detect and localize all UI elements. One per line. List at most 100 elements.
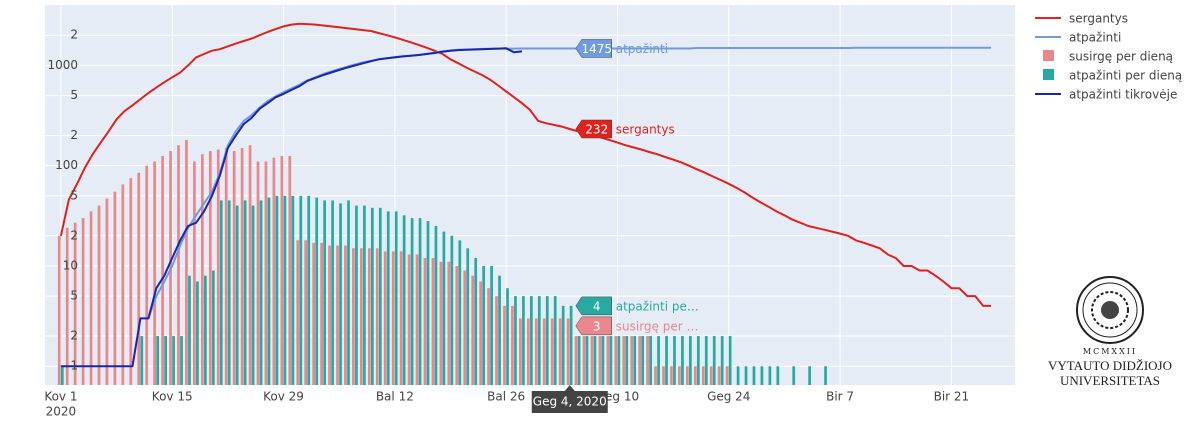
bar (243, 200, 247, 385)
bar (193, 161, 196, 385)
bar (180, 336, 183, 385)
bar (768, 366, 772, 385)
legend-label: atpažinti tikrovėje (1069, 88, 1177, 102)
bar (113, 191, 117, 385)
hover-name: sergantys (616, 123, 675, 137)
bar (458, 240, 462, 385)
bar (383, 251, 387, 385)
bar (728, 336, 732, 385)
y-tick-label: 2 (70, 128, 78, 142)
bar (275, 195, 279, 385)
hover-value: 4 (593, 299, 601, 313)
bar (545, 296, 549, 385)
bar (471, 275, 475, 385)
bar (514, 296, 517, 385)
bar (439, 261, 443, 385)
bar (121, 184, 125, 385)
bar (725, 366, 729, 385)
bar (248, 145, 252, 385)
bar (299, 195, 303, 385)
y-tick-label: 2 (70, 28, 78, 42)
bar (57, 235, 61, 385)
y-tick-label: 100 (55, 158, 78, 172)
bar (625, 336, 629, 385)
bar (360, 248, 363, 385)
bar (479, 281, 482, 385)
bar (264, 161, 268, 385)
bar (561, 305, 565, 385)
bar (522, 296, 525, 385)
bar (140, 336, 144, 385)
bar (550, 318, 554, 385)
bar (673, 336, 676, 385)
hover-box (575, 39, 613, 58)
logo-line: VYTAUTO DIDŽIOJO (1048, 358, 1172, 373)
bar (534, 318, 538, 385)
line (59, 22, 992, 307)
bar (590, 336, 594, 385)
hover-box (575, 119, 613, 139)
bar (693, 366, 697, 385)
hover-name: atpažinti pe… (616, 299, 699, 313)
bar (378, 207, 382, 385)
legend-label: atpažinti per dieną (1069, 69, 1182, 83)
bar (105, 198, 109, 385)
bar (498, 275, 501, 385)
x-tick-label: Bal 26 (487, 390, 525, 404)
bar (641, 336, 645, 385)
bar (609, 336, 613, 385)
bar (291, 195, 295, 385)
bar (320, 242, 323, 385)
x-tick-label: Geg 24 (707, 390, 750, 404)
legend-label: susirgę per dieną (1069, 50, 1173, 64)
bar (204, 275, 207, 385)
bar (200, 154, 204, 385)
bar (370, 207, 374, 385)
y-tick-label: 5 (70, 88, 78, 102)
bar (89, 211, 93, 385)
y-tick-label: 5 (70, 188, 78, 202)
bar (323, 200, 326, 385)
bar (606, 336, 610, 385)
bar (153, 161, 157, 385)
bar (145, 165, 149, 385)
bar (156, 336, 160, 385)
bar (172, 336, 175, 385)
bar (717, 366, 721, 385)
bar (511, 305, 514, 385)
bar (415, 254, 419, 385)
bar (685, 366, 689, 385)
bar (630, 336, 634, 385)
bar (185, 140, 188, 385)
bar (824, 366, 827, 385)
hover-name: atpažinti (616, 42, 668, 56)
bar (211, 270, 215, 385)
x-tick-label: Kov 15 (152, 390, 193, 404)
y-tick-label: 5 (70, 289, 78, 303)
bar (503, 305, 506, 385)
x-axis-year: 2020 (46, 405, 77, 419)
bar (585, 336, 589, 385)
bar (188, 275, 191, 385)
y-tick-label: 10 (63, 258, 78, 272)
bar (259, 200, 263, 385)
bar (704, 336, 708, 385)
x-tick-label: Kov 1 (44, 390, 77, 404)
bar (219, 200, 223, 385)
bar (681, 336, 684, 385)
hover-box (575, 316, 613, 336)
bar (81, 218, 85, 385)
line (60, 47, 523, 368)
bar (487, 288, 490, 385)
bar (407, 254, 411, 385)
bar (296, 240, 300, 385)
bar (410, 218, 414, 385)
logo-line: UNIVERSITETAS (1060, 373, 1160, 388)
bar (654, 366, 657, 385)
bar (744, 366, 748, 385)
bar (689, 336, 692, 385)
hover-x-box (531, 385, 608, 413)
y-tick-label: 2 (70, 329, 78, 343)
bar (363, 205, 366, 385)
bar (466, 248, 470, 385)
